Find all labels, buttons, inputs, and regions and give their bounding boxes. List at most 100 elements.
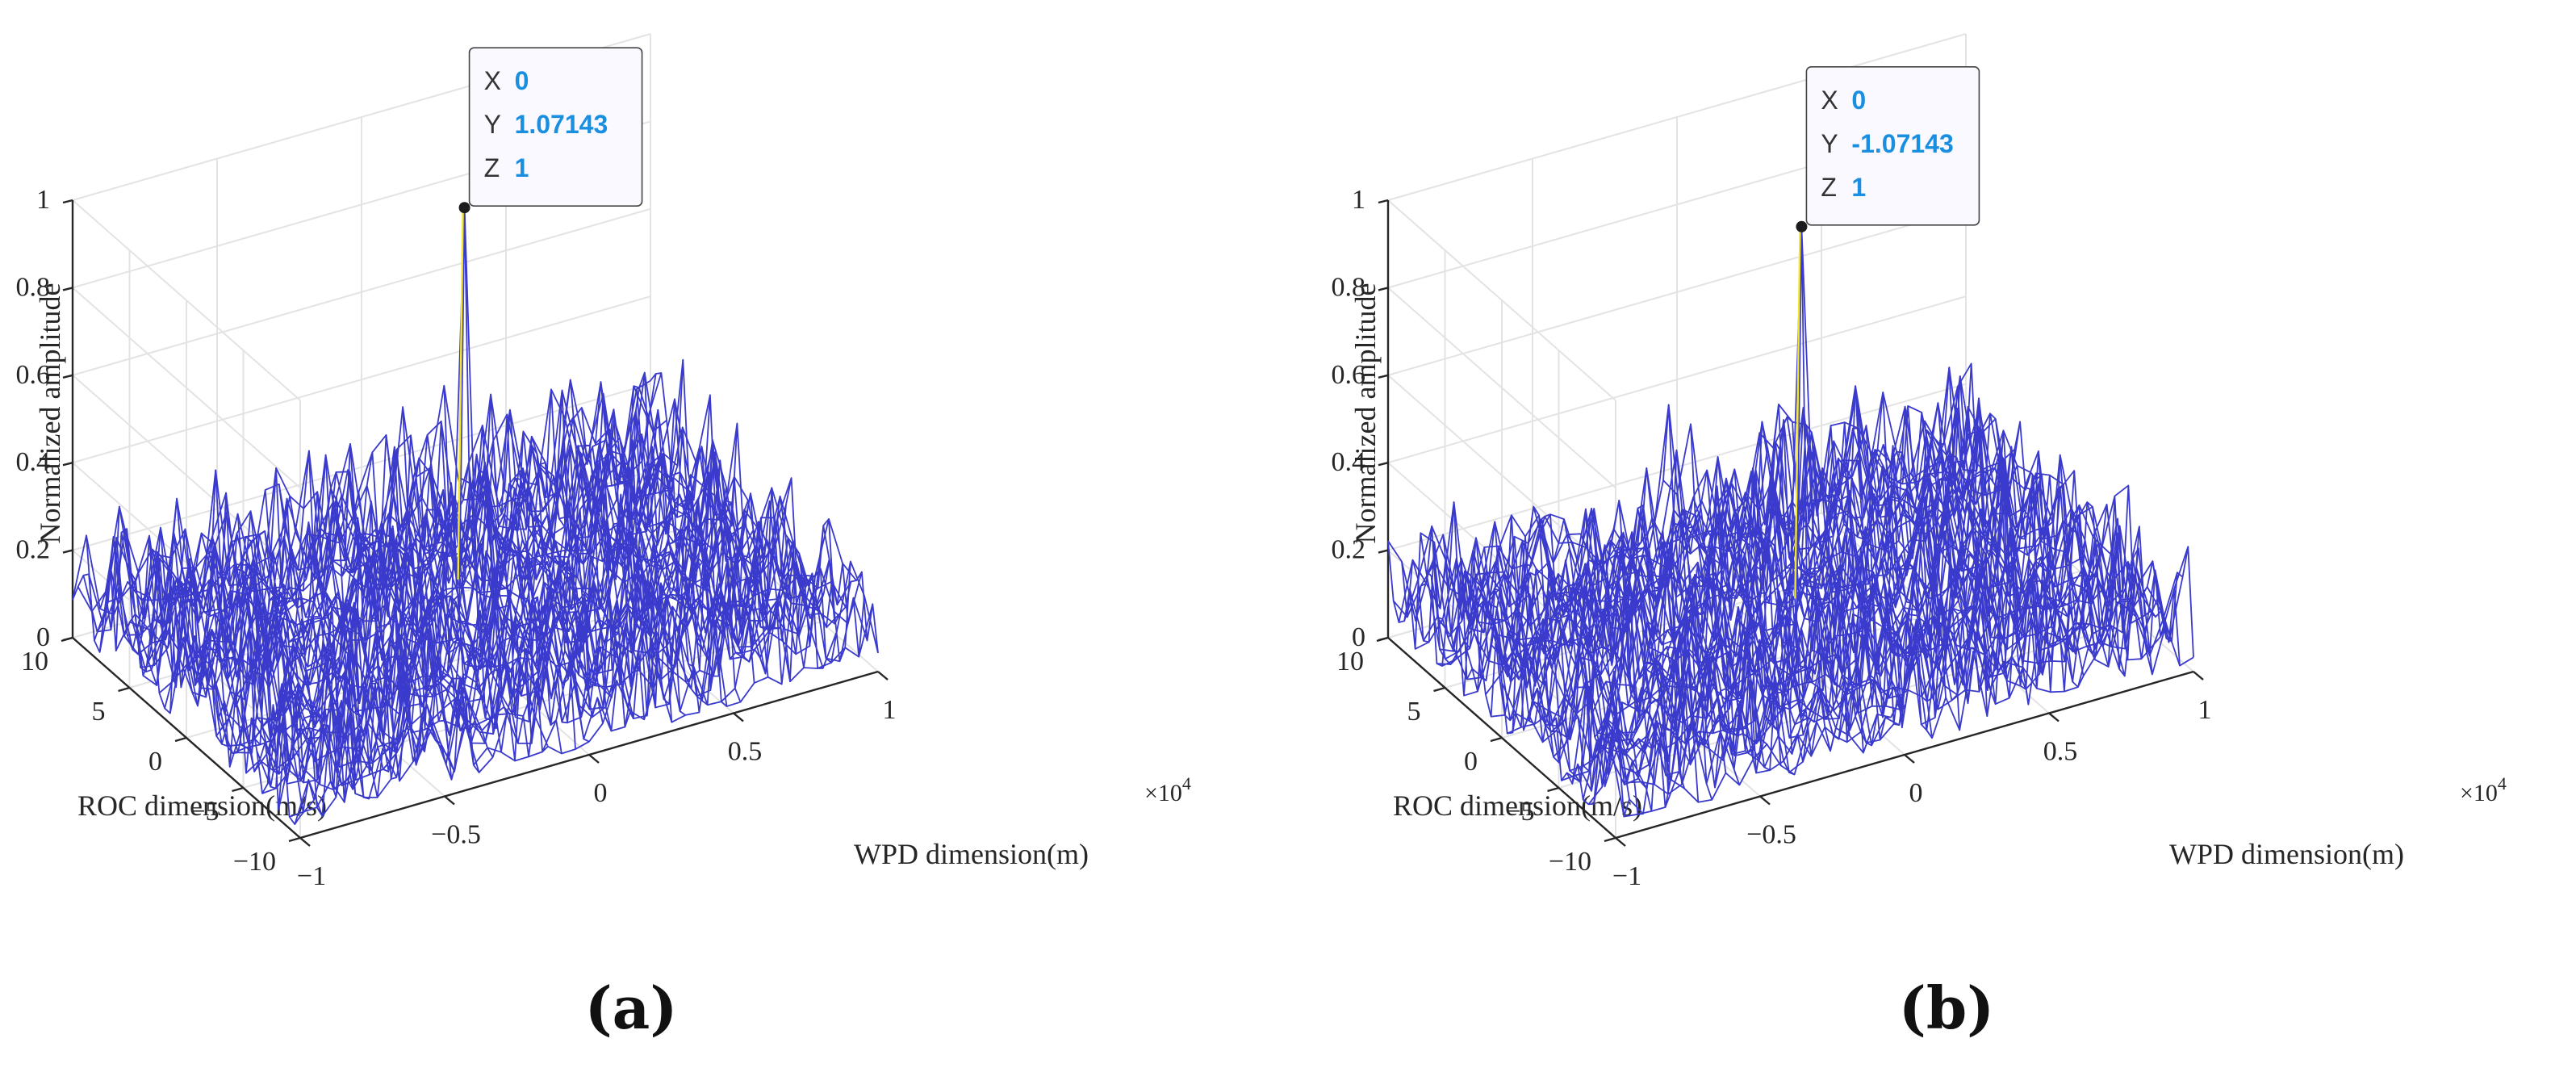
datatip[interactable]: X 0Y 1.07143 Z 1	[458, 47, 643, 214]
z-tick-label: 1	[36, 185, 50, 215]
mesh-line	[1409, 375, 1988, 642]
x-tick-label: −1	[297, 861, 326, 891]
datatip-value: -1.07143	[1851, 129, 1953, 158]
z-axis-title: Normalized amplitude	[1349, 283, 1382, 544]
x-tick	[733, 712, 744, 722]
ticks	[1376, 199, 2204, 847]
datatip-key: Y	[484, 110, 501, 139]
y-tick-label: −10	[233, 847, 276, 877]
mesh-surface	[72, 207, 879, 825]
y-tick-label: 5	[92, 697, 106, 727]
z-tick	[1378, 287, 1389, 291]
mesh-line	[650, 358, 879, 653]
y-tick-label: 10	[21, 647, 48, 676]
mesh-line	[1393, 362, 1972, 618]
datatip-key: X	[484, 66, 501, 95]
y-tick-label: 5	[1407, 697, 1421, 727]
z-tick-label: 0.8	[16, 272, 51, 302]
x-tick	[877, 671, 889, 680]
datatip-box[interactable]	[1805, 66, 1980, 226]
y-tick-label: 10	[1336, 647, 1364, 676]
x-tick-label: 0	[1909, 778, 1923, 808]
mesh-line	[1415, 385, 1994, 650]
z-tick	[1378, 199, 1389, 204]
datatip-marker[interactable]	[458, 202, 470, 214]
y-tick-label: −5	[190, 797, 219, 827]
mesh-line	[594, 381, 823, 669]
x-tick	[299, 837, 311, 847]
x-axis-multiplier-base: ×10	[2460, 780, 2498, 806]
z-tick-label: 0.2	[1332, 535, 1366, 565]
y-tick	[288, 836, 301, 843]
z-tick	[1378, 549, 1389, 554]
peak-highlight-line	[457, 212, 464, 580]
x-axis-multiplier: ×104	[1144, 773, 1191, 806]
z-tick-label: 1	[1352, 185, 1365, 215]
z-tick	[62, 549, 73, 554]
y-tick	[174, 736, 187, 743]
mesh-line	[1387, 392, 1967, 622]
x-axis-multiplier-exp: 4	[2498, 773, 2507, 794]
y-tick-label: −10	[1549, 847, 1591, 877]
x-tick-label: 0.5	[2043, 737, 2078, 767]
mesh-line	[77, 373, 657, 613]
y-tick	[1547, 786, 1559, 793]
x-tick	[1759, 795, 1771, 806]
y-tick-label: 0	[148, 747, 162, 777]
datatip-value: 1	[1851, 173, 1866, 202]
y-tick	[118, 686, 130, 693]
y-tick-label: −5	[1505, 797, 1534, 827]
y-axis-title: ROC dimension(m/s)	[1393, 789, 1642, 822]
y-tick	[1604, 836, 1616, 843]
mesh-line	[580, 392, 810, 668]
mesh-line	[608, 408, 838, 664]
z-tick	[62, 462, 73, 467]
mesh-line	[1951, 386, 2181, 666]
datatip[interactable]: X 0Y -1.07143 Z 1	[1796, 66, 1980, 232]
grid-lines	[1386, 33, 2194, 839]
peak-highlight-line	[1794, 231, 1801, 599]
x-tick	[2048, 712, 2060, 722]
z-tick	[62, 374, 73, 379]
datatip-key: Z	[1821, 173, 1837, 202]
z-tick	[1378, 462, 1389, 467]
datatip-marker[interactable]	[1796, 220, 1808, 232]
z-tick-label: 0	[36, 622, 50, 652]
x-tick-label: 1	[2198, 695, 2212, 725]
mesh-line	[82, 372, 663, 633]
mesh-surface	[1387, 225, 2194, 818]
z-tick	[62, 199, 73, 204]
z-tick	[1378, 374, 1389, 379]
mesh-line	[622, 371, 851, 663]
z-tick-label: 0.8	[1332, 272, 1366, 302]
z-tick-label: 0.4	[1332, 447, 1366, 477]
x-axis-title: WPD dimension(m)	[854, 838, 1089, 870]
datatip-box[interactable]	[468, 47, 643, 207]
y-tick	[1433, 686, 1445, 693]
mesh-line	[1403, 407, 1983, 622]
mesh-line	[72, 379, 651, 616]
x-tick-label: −0.5	[431, 820, 481, 850]
datatip-value: 1	[515, 153, 529, 182]
mesh-line	[1896, 405, 2126, 677]
x-tick	[2193, 671, 2204, 680]
z-tick-label: 0.4	[16, 447, 51, 477]
x-tick	[1615, 837, 1626, 847]
datatip-key: X	[1821, 86, 1838, 115]
x-tick	[1904, 754, 1915, 764]
mesh-line	[104, 359, 684, 651]
x-tick	[588, 754, 600, 764]
x-tick-label: 0.5	[728, 737, 763, 767]
datatip-value: 1.07143	[515, 110, 608, 139]
z-tick-label: 0.6	[16, 360, 51, 390]
x-tick-label: 1	[883, 695, 897, 725]
z-tick	[1378, 636, 1389, 642]
x-tick-label: 0	[594, 778, 608, 808]
y-tick	[232, 786, 244, 793]
y-tick	[1490, 736, 1503, 743]
mesh-line	[636, 388, 865, 658]
